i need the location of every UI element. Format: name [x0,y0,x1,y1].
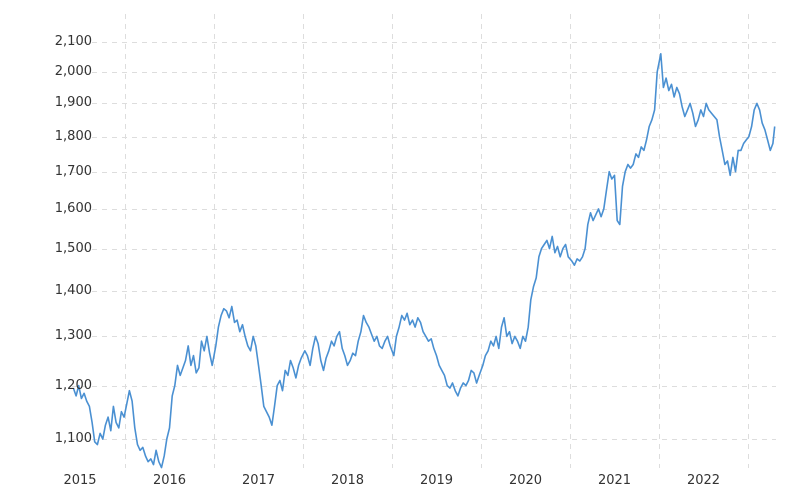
vertical-gridlines [125,14,749,468]
x-tick-label: 2021 [597,473,632,488]
x-tick-label: 2016 [152,473,187,488]
horizontal-gridlines [72,42,776,440]
y-tick-label: 1,800 [54,128,92,144]
y-tick-label: 1,400 [54,282,92,298]
y-tick-label: 1,600 [54,200,92,216]
y-tick-label: 2,100 [54,33,92,49]
x-tick-label: 2019 [419,473,454,488]
x-tick-label: 2022 [686,473,721,488]
x-tick-label: 2015 [63,473,97,488]
y-tick-label: 1,900 [54,94,92,110]
y-tick-label: 1,500 [54,240,92,256]
price-line [72,52,776,469]
y-tick-label: 1,300 [54,327,92,343]
x-tick-label: 2017 [241,473,276,488]
x-tick-label: 2020 [508,473,543,488]
y-tick-label: 2,000 [54,63,92,79]
y-tick-label: 1,200 [54,377,92,393]
y-tick-label: 1,100 [54,430,92,446]
y-tick-label: 1,700 [54,163,92,179]
x-tick-label: 2018 [330,473,365,488]
